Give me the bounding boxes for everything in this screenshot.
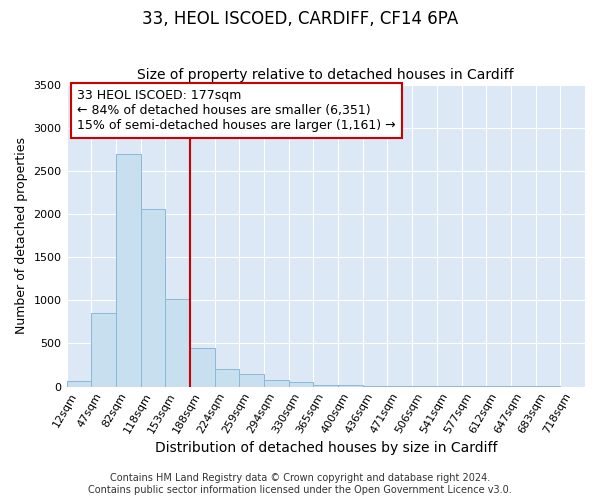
Bar <box>289 382 313 386</box>
Y-axis label: Number of detached properties: Number of detached properties <box>15 137 28 334</box>
Bar <box>313 385 338 386</box>
Text: 33 HEOL ISCOED: 177sqm
← 84% of detached houses are smaller (6,351)
15% of semi-: 33 HEOL ISCOED: 177sqm ← 84% of detached… <box>77 89 395 132</box>
Bar <box>239 374 264 386</box>
Bar <box>215 369 239 386</box>
Bar <box>67 382 91 386</box>
Bar <box>140 209 165 386</box>
Bar <box>190 348 215 387</box>
X-axis label: Distribution of detached houses by size in Cardiff: Distribution of detached houses by size … <box>155 441 497 455</box>
Title: Size of property relative to detached houses in Cardiff: Size of property relative to detached ho… <box>137 68 514 82</box>
Text: 33, HEOL ISCOED, CARDIFF, CF14 6PA: 33, HEOL ISCOED, CARDIFF, CF14 6PA <box>142 10 458 28</box>
Bar <box>165 300 190 386</box>
Bar <box>264 380 289 386</box>
Bar <box>116 154 140 386</box>
Text: Contains HM Land Registry data © Crown copyright and database right 2024.
Contai: Contains HM Land Registry data © Crown c… <box>88 474 512 495</box>
Bar <box>91 313 116 386</box>
Bar <box>338 385 363 386</box>
